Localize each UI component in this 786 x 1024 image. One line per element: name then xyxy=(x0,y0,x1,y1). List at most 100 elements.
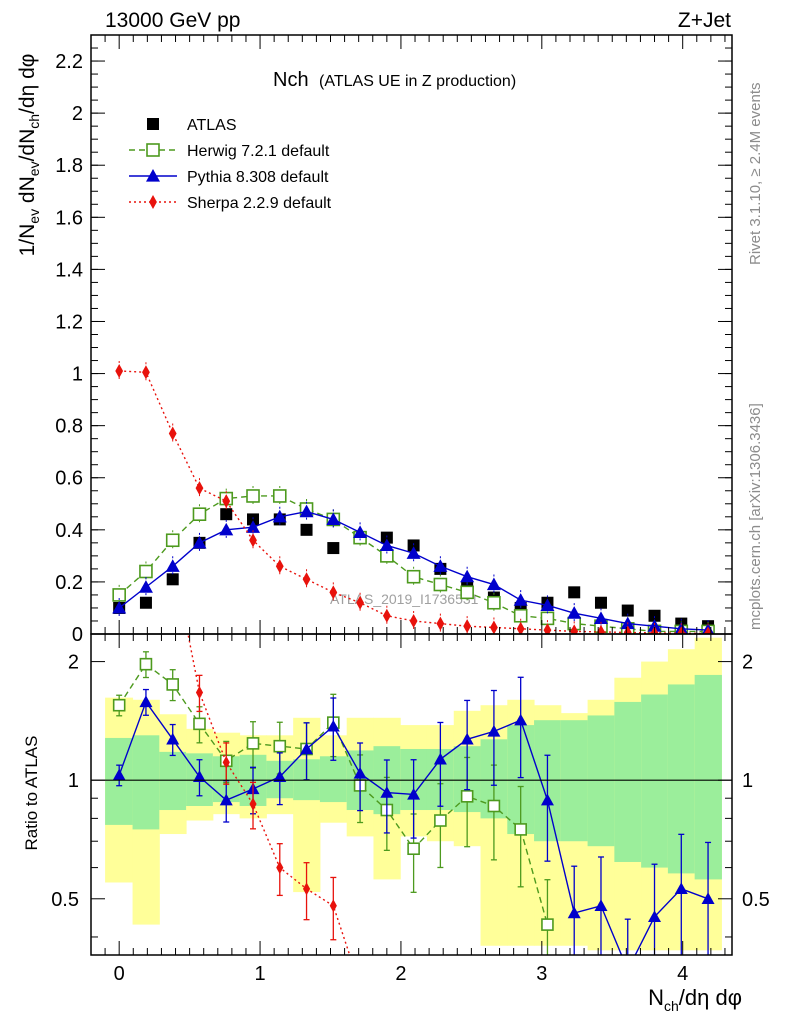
herwig-7-2-1-default-ratio-point xyxy=(487,799,501,813)
ratio-uncertainty-bands xyxy=(105,637,722,951)
stat-uncertainty-band xyxy=(587,715,615,847)
atlas-point xyxy=(648,609,661,622)
herwig-7-2-1-default-ratio-point xyxy=(246,737,260,750)
pythia-8-308-default-point xyxy=(513,593,528,606)
pythia-8-308-default-point xyxy=(593,611,608,624)
atlas-point xyxy=(220,508,233,521)
herwig-7-2-1-default-point xyxy=(540,611,555,626)
pythia-8-308-default-ratio-point xyxy=(273,770,287,783)
pythia-8-308-default-ratio-point xyxy=(166,732,180,745)
pythia-8-308-default-point xyxy=(272,509,287,523)
pythia-8-308-default-point xyxy=(112,600,127,614)
pythia-8-308-default-point xyxy=(165,559,180,572)
herwig-7-2-1-default-point xyxy=(406,569,421,584)
pythia-8-308-default-point xyxy=(540,598,555,611)
atlas-point xyxy=(139,596,152,609)
pythia-8-308-default-point xyxy=(192,535,207,549)
sherpa-2-2-9-default-point xyxy=(623,625,632,634)
rivet-label: Rivet 3.1.10, ≥ 2.4M events xyxy=(747,83,764,266)
herwig-7-2-1-default-point xyxy=(139,564,153,579)
main-y-tick-label: 0 xyxy=(72,624,83,646)
herwig-7-2-1-default-ratio-point xyxy=(273,739,287,753)
pythia-8-308-default-ratio-point xyxy=(648,910,662,923)
main-y-tick-label: 0.2 xyxy=(55,572,83,594)
sherpa-2-2-9-default-point xyxy=(516,621,525,634)
sherpa-2-2-9-default-ratio-point xyxy=(302,882,311,896)
sherpa-2-2-9-default-point xyxy=(382,608,391,623)
x-tick-label: 1 xyxy=(254,963,265,985)
sherpa-2-2-9-default-ratio-point xyxy=(142,410,149,423)
sherpa-2-2-9-default-point xyxy=(463,619,472,634)
sherpa-2-2-9-default-point xyxy=(570,624,579,634)
pythia-8-308-default-ratio-point xyxy=(353,766,367,779)
sherpa-2-2-9-default-ratio-point xyxy=(357,980,364,993)
pythia-8-308-default-point xyxy=(379,538,394,552)
sherpa-2-2-9-default-point xyxy=(409,613,418,628)
main-y-tick-label: 1 xyxy=(72,364,83,386)
sherpa-2-2-9-default-ratio-point xyxy=(195,685,204,699)
pythia-8-308-default-ratio-point xyxy=(460,732,474,745)
sherpa-2-2-9-default-point xyxy=(543,623,552,634)
pythia-8-308-default-point xyxy=(246,520,261,533)
pythia-8-308-default-point xyxy=(219,522,234,536)
pythia-8-308-default-ratio-point xyxy=(540,793,554,806)
pythia-8-308-default-ratio-point xyxy=(594,899,608,911)
pythia-8-308-default-ratio-point xyxy=(219,793,233,806)
sherpa-2-2-9-default-line xyxy=(119,370,709,634)
legend-marker-sherpa-2-2-9-default xyxy=(149,195,157,209)
sherpa-2-2-9-default-ratio-point xyxy=(329,899,337,913)
legend-marker-herwig-7-2-1-default xyxy=(146,143,160,157)
herwig-7-2-1-default-ratio-point xyxy=(541,918,554,931)
pythia-8-308-default-ratio-point xyxy=(300,742,314,755)
ratio-y-tick-label-left: 0.5 xyxy=(51,889,79,911)
pythia-8-308-default-ratio-point xyxy=(139,695,153,708)
plot-title-main: Nch xyxy=(273,69,309,91)
main-y-tick-label: 1.4 xyxy=(55,259,83,281)
herwig-7-2-1-default-ratio-point xyxy=(166,678,180,691)
legend-label-pythia-8-308-default: Pythia 8.308 default xyxy=(187,169,329,186)
plot-title: Nch (ATLAS UE in Z production) xyxy=(273,69,516,91)
pythia-8-308-default-ratio-point xyxy=(701,892,715,904)
ratio-panel-frame xyxy=(90,633,733,956)
sherpa-2-2-9-default-ratio-line xyxy=(187,634,351,955)
pythia-8-308-default-point xyxy=(299,504,314,518)
pythia-8-308-default-ratio-point xyxy=(433,752,447,765)
stat-uncertainty-band xyxy=(132,735,160,830)
pythia-8-308-default-point xyxy=(326,512,341,526)
herwig-7-2-1-default-point xyxy=(460,585,474,600)
herwig-7-2-1-default-ratio-point xyxy=(139,657,153,671)
sherpa-2-2-9-default-ratio-point xyxy=(276,861,284,875)
atlas-point xyxy=(300,523,313,536)
atlas-point xyxy=(407,539,420,552)
atlas-point xyxy=(568,586,581,599)
sherpa-2-2-9-default-point xyxy=(249,533,257,548)
ratio-y-tick-label-right: 2 xyxy=(742,652,753,674)
main-series-layer xyxy=(112,360,715,634)
legend-marker-atlas xyxy=(147,118,159,130)
pythia-8-308-default-point xyxy=(406,546,421,559)
legend: ATLAS Herwig 7.2.1 default Pythia 8.308 de… xyxy=(129,117,332,212)
legend-label-atlas: ATLAS xyxy=(187,117,237,134)
process-label: Z+Jet xyxy=(678,9,731,32)
energy-label: 13000 GeV pp xyxy=(105,9,240,32)
pythia-8-308-default-point xyxy=(486,577,501,591)
main-y-tick-label: 0.4 xyxy=(55,520,83,542)
pythia-8-308-default-ratio-point xyxy=(380,786,394,798)
herwig-7-2-1-default-point xyxy=(165,533,180,548)
sherpa-2-2-9-default-ratio-point xyxy=(116,378,123,391)
x-tick-label: 3 xyxy=(536,963,547,985)
herwig-7-2-1-default-point xyxy=(272,489,287,503)
atlas-point xyxy=(594,596,607,609)
herwig-7-2-1-default-ratio-point xyxy=(112,698,126,712)
legend-label-herwig-7-2-1-default: Herwig 7.2.1 default xyxy=(187,143,330,160)
pythia-8-308-default-ratio-point xyxy=(487,724,501,737)
sherpa-2-2-9-default-point xyxy=(704,626,712,634)
herwig-7-2-1-default-point xyxy=(246,489,260,503)
sherpa-2-2-9-default-point xyxy=(142,365,150,380)
herwig-7-2-1-default-ratio-point xyxy=(434,814,447,827)
plot-title-sub: (ATLAS UE in Z production) xyxy=(319,73,516,90)
axes-layer: 0 0.2 0.4 0.6 0.8 1 1.2 1.4 1.6 1.8 2 2.2 0 1 2 3 4 2 2 1 1 0… xyxy=(51,34,770,985)
main-y-tick-label: 2.2 xyxy=(55,51,83,73)
pythia-8-308-default-ratio-point xyxy=(112,768,126,781)
ratio-y-tick-label-left: 2 xyxy=(68,652,79,674)
